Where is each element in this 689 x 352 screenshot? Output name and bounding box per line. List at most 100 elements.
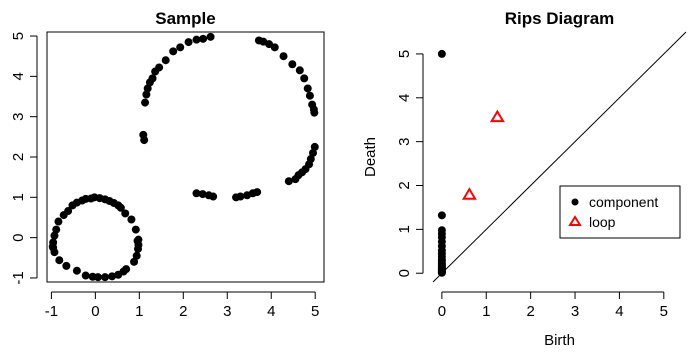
data-point <box>48 242 57 251</box>
data-point <box>116 203 125 212</box>
y-tick-label: 0 <box>10 233 27 241</box>
data-point <box>309 148 318 157</box>
x-tick-label: 4 <box>267 303 275 320</box>
data-point <box>127 215 136 224</box>
y-tick-label: -1 <box>10 271 27 284</box>
y-tick-label: 0 <box>396 269 413 277</box>
x-tick-label: 0 <box>91 303 99 320</box>
sample-panel: Sample -1 0 1 2 3 4 5 -1 0 1 2 3 4 5 <box>10 9 325 320</box>
x-tick-label: 5 <box>311 303 319 320</box>
series-points-0 <box>48 32 319 282</box>
data-point <box>305 91 314 100</box>
data-point <box>284 177 293 186</box>
data-point <box>161 56 170 65</box>
y-tick-label: 1 <box>396 225 413 233</box>
data-point <box>437 211 446 220</box>
y-tick-label: 2 <box>396 181 413 189</box>
legend-label: loop <box>589 214 616 230</box>
legend-marker <box>568 215 582 226</box>
data-point <box>148 74 157 83</box>
y-tick-label: 1 <box>10 193 27 201</box>
data-point <box>461 187 477 200</box>
data-point <box>489 109 505 123</box>
y-tick-label: 4 <box>396 94 413 102</box>
x-axis-label: Birth <box>544 332 575 349</box>
data-point <box>130 257 139 266</box>
data-point <box>142 90 151 99</box>
data-point <box>52 225 61 234</box>
data-point <box>184 38 193 47</box>
series-loop <box>461 109 505 200</box>
data-point <box>198 190 207 199</box>
data-point <box>169 47 178 56</box>
data-point <box>303 84 312 93</box>
data-point <box>55 256 64 265</box>
data-point <box>101 273 110 282</box>
x-tick-label: 5 <box>660 303 668 320</box>
data-point <box>300 74 309 83</box>
data-point <box>295 66 304 75</box>
x-tick-label: 1 <box>135 303 143 320</box>
data-point <box>50 231 59 240</box>
data-point <box>131 225 140 234</box>
x-tick-label: 3 <box>571 303 579 320</box>
data-point <box>291 175 300 184</box>
data-point <box>64 207 73 216</box>
y-tick-label: 5 <box>10 32 27 40</box>
data-point <box>114 270 123 279</box>
legend-box <box>559 185 681 239</box>
data-point <box>206 32 215 41</box>
data-point <box>54 217 63 226</box>
x-tick-label: 4 <box>615 303 623 320</box>
data-point <box>209 192 218 201</box>
y-tick-label: 3 <box>396 137 413 145</box>
diagonal-line <box>432 31 687 283</box>
data-point <box>437 268 446 277</box>
data-point <box>199 34 208 43</box>
data-point <box>253 188 262 197</box>
data-point <box>288 60 297 69</box>
data-point <box>134 244 143 253</box>
x-tick-label: 1 <box>482 303 490 320</box>
data-point <box>270 43 279 52</box>
legend-label: component <box>589 194 658 210</box>
data-point <box>176 43 185 52</box>
data-point <box>141 98 150 107</box>
data-point <box>310 108 319 117</box>
x-tick-label: 2 <box>526 303 534 320</box>
chart-title: Rips Diagram <box>505 9 615 28</box>
x-tick-label: -1 <box>45 303 58 320</box>
rips-diagram-panel: Rips Diagram 0 1 2 3 4 5 0 1 2 3 4 5 Birth Death compon… <box>362 9 687 349</box>
data-point <box>236 192 245 201</box>
y-tick-label: 4 <box>10 72 27 80</box>
series-component <box>437 49 446 277</box>
x-tick-label: 2 <box>179 303 187 320</box>
data-point <box>437 49 446 58</box>
data-point <box>88 272 97 281</box>
y-tick-label: 2 <box>10 153 27 161</box>
y-axis-label: Death <box>362 137 379 177</box>
legend: component loop <box>559 185 681 239</box>
data-point <box>132 251 141 260</box>
data-point <box>279 52 288 61</box>
y-tick-label: 3 <box>10 113 27 121</box>
legend-marker <box>571 198 579 206</box>
data-point <box>310 142 319 151</box>
data-point <box>62 261 71 270</box>
data-point <box>155 63 164 72</box>
data-point <box>143 84 152 93</box>
data-point <box>192 35 201 44</box>
data-point <box>134 235 143 244</box>
plot-frame <box>46 31 325 283</box>
data-point <box>140 136 149 145</box>
x-tick-label: 3 <box>223 303 231 320</box>
x-tick-label: 0 <box>438 303 446 320</box>
data-point <box>192 189 201 198</box>
y-tick-label: 5 <box>396 50 413 58</box>
data-point <box>108 272 117 281</box>
data-point <box>121 209 130 218</box>
data-point <box>72 266 81 275</box>
chart-title: Sample <box>155 9 215 28</box>
data-point <box>81 271 90 280</box>
